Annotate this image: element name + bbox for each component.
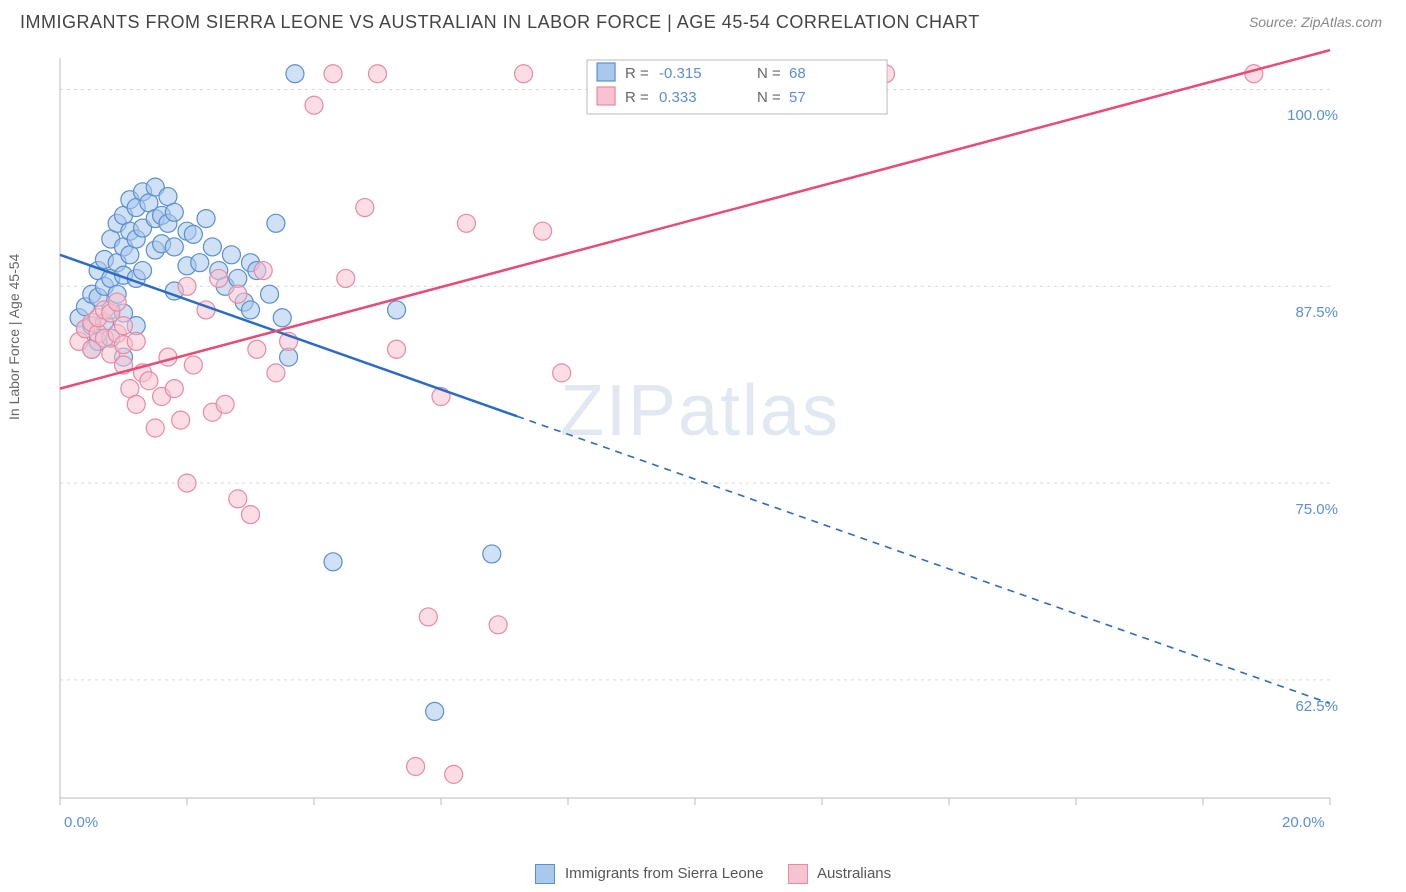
chart-svg: R = -0.315 N = 68 R = 0.333 N = 57 (50, 48, 1340, 828)
svg-text:0.333: 0.333 (659, 89, 697, 106)
y-tick-label: 87.5% (1278, 304, 1338, 321)
bottom-legend: Immigrants from Sierra Leone Australians (0, 864, 1406, 884)
chart-plot-area: R = -0.315 N = 68 R = 0.333 N = 57 62.5% 75.0% 87… (50, 48, 1340, 828)
svg-text:68: 68 (789, 65, 806, 82)
y-tick-label: 62.5% (1278, 698, 1338, 715)
chart-title: IMMIGRANTS FROM SIERRA LEONE VS AUSTRALI… (20, 12, 980, 33)
svg-text:R =: R = (625, 89, 649, 106)
legend-swatch-blue (535, 864, 555, 884)
legend-label-pink: Australians (817, 865, 891, 882)
svg-text:-0.315: -0.315 (659, 65, 702, 82)
source-attribution: Source: ZipAtlas.com (1249, 14, 1382, 30)
x-tick-label: 20.0% (1282, 814, 1325, 831)
legend-swatch-pink (788, 864, 808, 884)
y-tick-label: 100.0% (1278, 107, 1338, 124)
x-tick-label: 0.0% (64, 814, 98, 831)
legend-label-blue: Immigrants from Sierra Leone (565, 865, 763, 882)
svg-text:N =: N = (757, 65, 781, 82)
svg-text:57: 57 (789, 89, 806, 106)
y-axis-label: In Labor Force | Age 45-54 (6, 254, 22, 420)
svg-text:R =: R = (625, 65, 649, 82)
y-tick-label: 75.0% (1278, 501, 1338, 518)
svg-text:N =: N = (757, 89, 781, 106)
